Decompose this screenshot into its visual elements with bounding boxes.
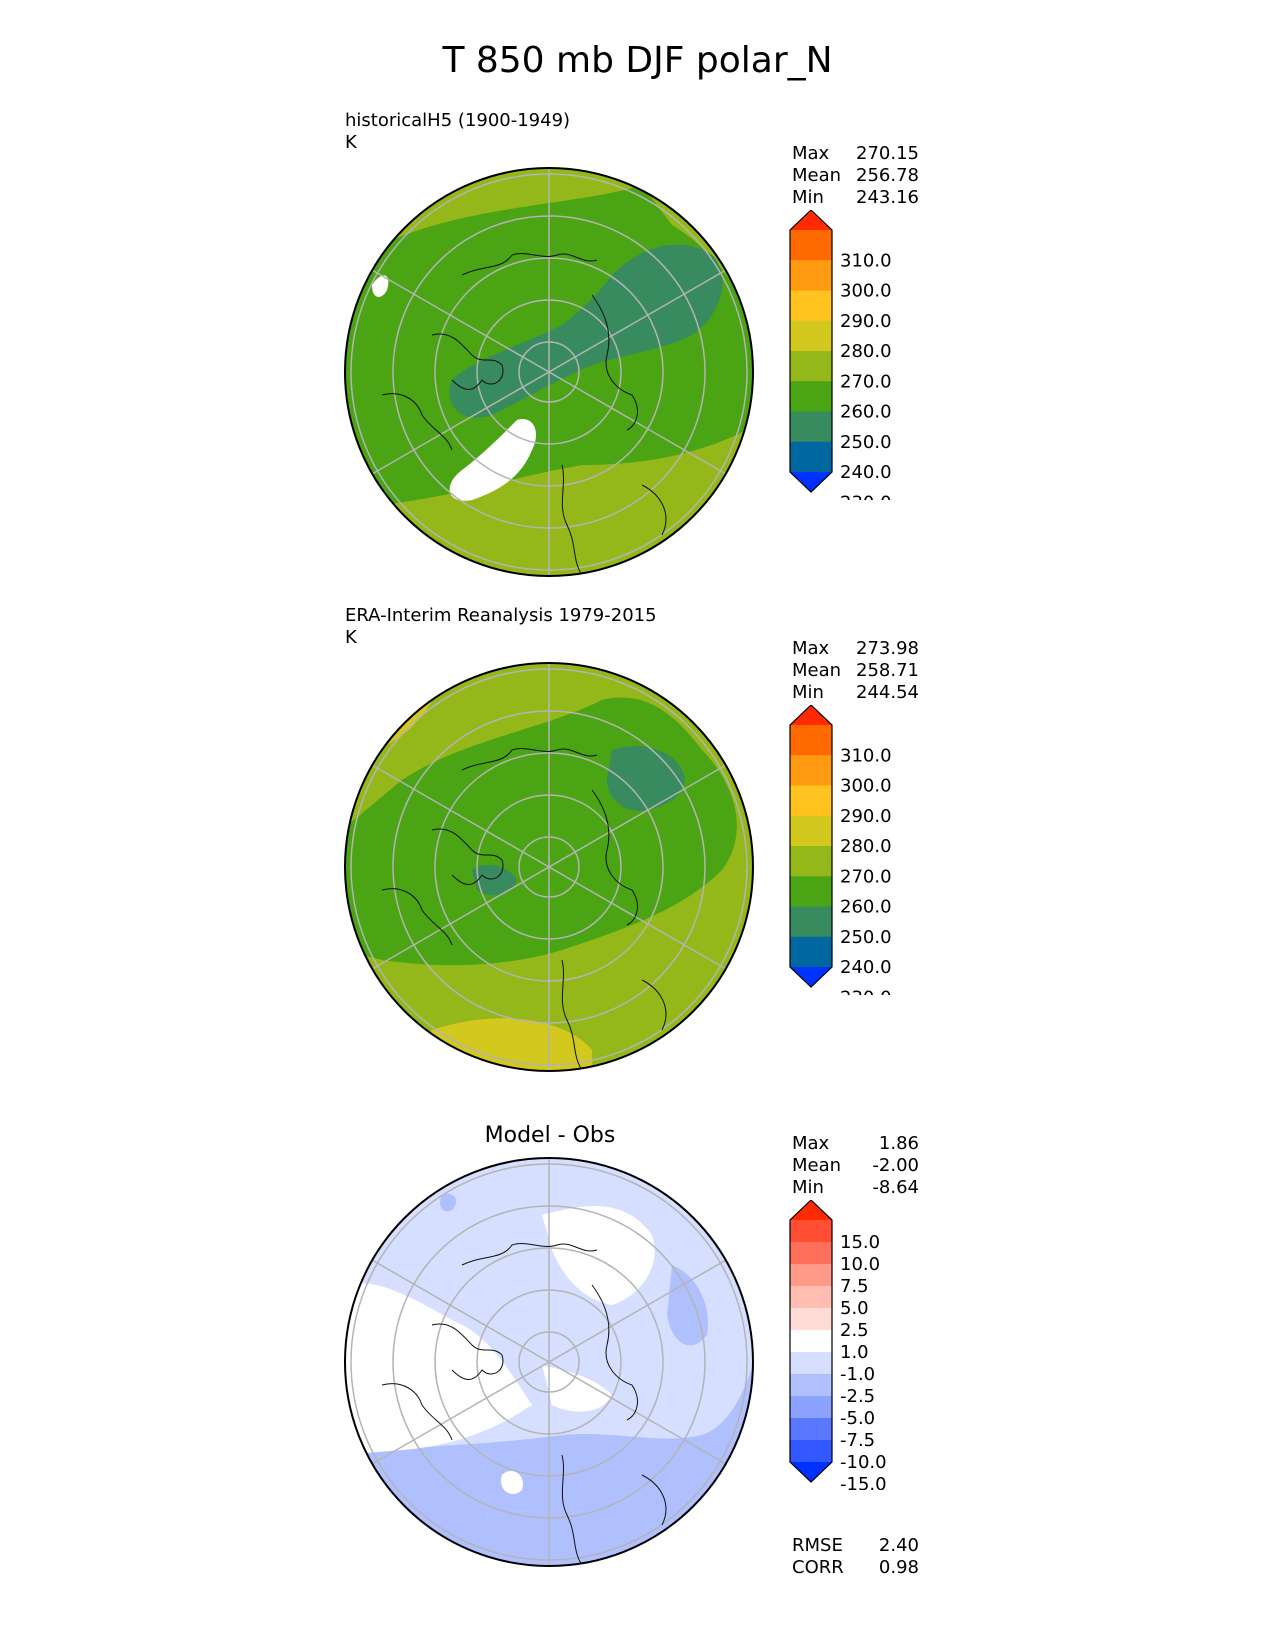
colorbar-outline <box>789 705 833 988</box>
colorbar-segment <box>790 785 832 817</box>
colorbar-tick-label: -2.5 <box>840 1386 875 1407</box>
colorbar-extend-min <box>790 472 832 492</box>
colorbar-segment <box>790 1440 832 1463</box>
colorbar-tick-label: 260.0 <box>840 897 892 918</box>
colorbar-extend-max <box>790 705 832 725</box>
model-polar-map <box>344 167 754 577</box>
colorbar-tick-label: 300.0 <box>840 281 892 302</box>
obs-colorbar: 310.0 300.0 290.0 280.0 270.0 260.0 250.0 240.0… <box>789 705 892 995</box>
diff-polar-map <box>344 1157 754 1567</box>
obs-polar-map <box>344 662 754 1072</box>
diff-colorbar: 15.010.07.55.02.51.0-1.0-2.5-5.0-7.5-10.… <box>789 1200 887 1490</box>
colorbar-segment <box>790 846 832 877</box>
colorbar-tick-label: 260.0 <box>840 402 892 423</box>
colorbar-segment <box>790 876 832 907</box>
colorbar-segment <box>790 1242 832 1265</box>
colorbar-segment <box>790 1286 832 1309</box>
colorbar-tick-label: -7.5 <box>840 1430 875 1451</box>
colorbar-tick-label: -1.0 <box>840 1364 875 1385</box>
colorbar-outline <box>789 1200 833 1483</box>
colorbar-segment <box>790 755 832 786</box>
colorbar-segment <box>790 351 832 382</box>
colorbar-tick-label: -5.0 <box>840 1408 875 1429</box>
colorbar-segment <box>790 1264 832 1287</box>
colorbar-segment <box>790 1396 832 1419</box>
colorbar-tick-label: -10.0 <box>840 1452 887 1473</box>
colorbar-extend-max <box>790 210 832 230</box>
colorbar-segment <box>790 1418 832 1441</box>
colorbar-tick-label: 15.0 <box>840 1232 880 1253</box>
colorbar-tick-label: 240.0 <box>840 957 892 978</box>
colorbar-segment <box>790 381 832 412</box>
colorbar-tick-label: 280.0 <box>840 341 892 362</box>
colorbar-extend-min <box>790 967 832 987</box>
colorbar-tick-label: -15.0 <box>840 1474 887 1490</box>
figure-title: T 850 mb DJF polar_N <box>442 40 833 81</box>
colorbar-segment <box>790 1308 832 1331</box>
panel-units: K <box>345 627 357 648</box>
stat-row-corr: CORR 0.98 <box>792 1557 919 1578</box>
colorbar-tick-label: 290.0 <box>840 311 892 332</box>
model-stats: Max 270.15 Mean 256.78 Min 243.16 <box>792 143 919 209</box>
model-colorbar: 310.0 300.0 290.0 280.0 270.0 260.0 250.0 240.0… <box>789 210 892 500</box>
colorbar-segment <box>790 1330 832 1353</box>
colorbar-tick-label: 5.0 <box>840 1298 869 1319</box>
model-panel-label: historicalH5 (1900-1949) K <box>345 110 570 154</box>
colorbar-segment <box>790 441 832 473</box>
diff-panel: Model - Obs Max 1.86 Mean -2.00 Min -8.64 <box>0 1115 1275 1605</box>
colorbar-segment <box>790 260 832 291</box>
colorbar-segment <box>790 1220 832 1243</box>
stat-row-min: Min 243.16 <box>792 187 919 208</box>
diff-stats: Max 1.86 Mean -2.00 Min -8.64 <box>792 1133 919 1199</box>
panel-caption: ERA-Interim Reanalysis 1979-2015 <box>345 605 657 626</box>
stat-row-max: Max 270.15 <box>792 143 919 164</box>
colorbar-segment <box>790 1374 832 1397</box>
colorbar-segment <box>790 320 832 352</box>
obs-panel: ERA-Interim Reanalysis 1979-2015 K Max 27… <box>0 605 1275 1095</box>
colorbar-tick-label: 270.0 <box>840 866 892 887</box>
colorbar-tick-label: 280.0 <box>840 836 892 857</box>
stat-row-max: Max 273.98 <box>792 638 919 659</box>
colorbar-segment <box>790 936 832 968</box>
colorbar-tick-label: 310.0 <box>840 250 892 271</box>
stat-row-min: Min 244.54 <box>792 682 919 703</box>
stat-row-mean: Mean -2.00 <box>792 1155 919 1176</box>
colorbar-tick-label: 230.0 <box>840 492 892 500</box>
colorbar-tick-label: 300.0 <box>840 776 892 797</box>
colorbar-tick-label: 2.5 <box>840 1320 869 1341</box>
colorbar-segment <box>790 411 832 443</box>
colorbar-tick-label: 7.5 <box>840 1276 869 1297</box>
stat-row-min: Min -8.64 <box>792 1177 919 1198</box>
colorbar-tick-label: 290.0 <box>840 806 892 827</box>
obs-panel-label: ERA-Interim Reanalysis 1979-2015 K <box>345 605 657 649</box>
obs-stats: Max 273.98 Mean 258.71 Min 244.54 <box>792 638 919 704</box>
colorbar-tick-label: 270.0 <box>840 371 892 392</box>
stat-row-max: Max 1.86 <box>792 1133 919 1154</box>
diff-error-stats: RMSE 2.40 CORR 0.98 <box>792 1535 919 1579</box>
colorbar-tick-label: 1.0 <box>840 1342 869 1363</box>
colorbar-tick-label: 240.0 <box>840 462 892 483</box>
colorbar-tick-label: 10.0 <box>840 1254 880 1275</box>
colorbar-segment <box>790 906 832 938</box>
stat-row-rmse: RMSE 2.40 <box>792 1535 919 1556</box>
colorbar-extend-min <box>790 1462 832 1482</box>
colorbar-tick-label: 230.0 <box>840 987 892 995</box>
model-panel: historicalH5 (1900-1949) K Max 270.15 Mea… <box>0 110 1275 600</box>
colorbar-segment <box>790 290 832 322</box>
stat-row-mean: Mean 256.78 <box>792 165 919 186</box>
colorbar-segment <box>790 1352 832 1375</box>
panel-caption: historicalH5 (1900-1949) <box>345 110 571 131</box>
colorbar-tick-label: 250.0 <box>840 927 892 948</box>
colorbar-tick-label: 250.0 <box>840 432 892 453</box>
stat-row-mean: Mean 258.71 <box>792 660 919 681</box>
panel-units: K <box>345 132 357 153</box>
colorbar-extend-max <box>790 1200 832 1220</box>
colorbar-segment <box>790 815 832 847</box>
colorbar-outline <box>789 210 833 493</box>
colorbar-tick-label: 310.0 <box>840 745 892 766</box>
diff-panel-title: Model - Obs <box>484 1123 616 1148</box>
colorbar-segment <box>790 230 832 261</box>
colorbar-segment <box>790 725 832 756</box>
